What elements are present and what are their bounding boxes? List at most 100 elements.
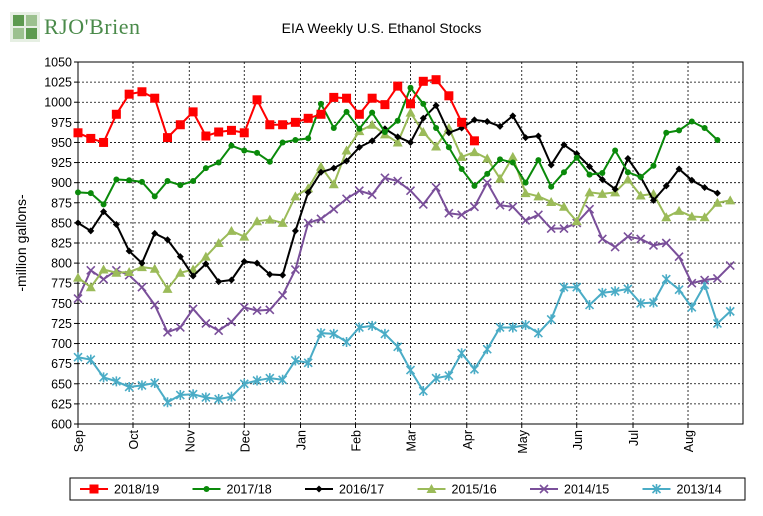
data-point-2015-16 xyxy=(507,151,518,161)
data-point-2013-14 xyxy=(674,284,684,295)
data-point-2017-18 xyxy=(497,156,504,163)
series-line-2014-15 xyxy=(77,176,731,334)
data-point-2013-14 xyxy=(521,320,531,331)
data-point-2017-18 xyxy=(75,189,81,196)
legend-marker xyxy=(203,486,210,492)
data-point-2016-17 xyxy=(304,188,312,196)
data-point-2014-15 xyxy=(444,208,454,218)
data-point-2016-17 xyxy=(701,183,709,191)
data-point-2014-15 xyxy=(150,300,160,310)
data-point-2018-19 xyxy=(418,76,428,86)
data-point-2014-15 xyxy=(725,260,735,271)
data-point-2018-19 xyxy=(163,133,173,143)
data-point-2013-14 xyxy=(712,318,722,329)
data-point-2015-16 xyxy=(418,126,429,136)
data-point-2017-18 xyxy=(509,159,516,166)
data-point-2014-15 xyxy=(712,273,722,283)
legend-marker xyxy=(539,484,549,494)
data-point-2013-14 xyxy=(303,357,313,368)
data-point-2013-14 xyxy=(99,372,109,383)
data-point-2018-19 xyxy=(380,100,390,110)
data-point-2018-19 xyxy=(239,128,249,138)
data-point-2013-14 xyxy=(725,306,735,317)
data-point-2018-19 xyxy=(329,92,339,102)
data-point-2017-18 xyxy=(356,125,363,132)
data-point-2018-19 xyxy=(457,117,467,127)
y-tick-label: 950 xyxy=(51,136,72,150)
data-point-2013-14 xyxy=(508,322,518,333)
data-point-2014-15 xyxy=(278,290,288,300)
data-point-2017-18 xyxy=(266,158,273,165)
data-point-2013-14 xyxy=(418,386,428,397)
data-point-2016-17 xyxy=(240,258,248,266)
data-point-2015-16 xyxy=(111,267,122,277)
data-point-2015-16 xyxy=(367,119,378,129)
data-point-2015-16 xyxy=(597,188,608,198)
data-point-2017-18 xyxy=(305,135,312,142)
data-point-2016-17 xyxy=(509,112,517,120)
data-point-2013-14 xyxy=(329,328,339,339)
data-point-2016-17 xyxy=(317,168,325,176)
data-point-2017-18 xyxy=(369,109,376,116)
data-point-2013-14 xyxy=(73,352,83,363)
data-point-2014-15 xyxy=(700,275,710,285)
logo-mark-icon xyxy=(10,12,40,42)
data-point-2013-14 xyxy=(175,390,185,401)
x-tick-label: Aug xyxy=(682,430,696,452)
x-tick-label: Nov xyxy=(183,429,197,452)
data-point-2016-17 xyxy=(112,220,120,228)
data-point-2015-16 xyxy=(533,191,544,201)
x-tick-label: Jan xyxy=(295,430,309,450)
data-point-2013-14 xyxy=(444,370,454,381)
data-point-2013-14 xyxy=(559,282,569,293)
data-point-2014-15 xyxy=(329,204,339,214)
y-tick-label: 600 xyxy=(51,418,72,432)
data-point-2013-14 xyxy=(405,365,416,376)
data-point-2013-14 xyxy=(661,274,671,285)
x-tick-label: Feb xyxy=(350,430,364,452)
data-point-2014-15 xyxy=(303,218,313,228)
data-point-2014-15 xyxy=(316,214,326,224)
data-point-2016-17 xyxy=(598,175,606,183)
data-point-2014-15 xyxy=(99,274,109,284)
data-point-2014-15 xyxy=(201,318,211,329)
data-point-2015-16 xyxy=(674,205,685,215)
data-point-2018-19 xyxy=(444,91,454,101)
data-point-2014-15 xyxy=(674,252,684,262)
data-point-2017-18 xyxy=(343,108,350,115)
data-point-2013-14 xyxy=(316,328,326,339)
rjobrien-logo: RJO'Brien xyxy=(10,10,150,46)
data-point-2014-15 xyxy=(584,204,595,214)
data-point-2014-15 xyxy=(597,234,607,244)
data-point-2015-16 xyxy=(98,264,109,274)
series-line-2015-16 xyxy=(77,110,731,291)
data-point-2015-16 xyxy=(686,211,697,221)
data-point-2017-18 xyxy=(522,179,529,186)
x-tick-label: Jul xyxy=(627,430,641,446)
data-point-2013-14 xyxy=(597,287,607,298)
data-point-2018-19 xyxy=(393,81,403,91)
data-point-2014-15 xyxy=(533,210,543,220)
y-tick-label: 800 xyxy=(51,257,72,271)
data-point-2017-18 xyxy=(714,137,721,144)
data-point-2017-18 xyxy=(612,147,619,154)
data-point-2017-18 xyxy=(433,124,440,131)
data-point-2013-14 xyxy=(150,377,160,388)
y-tick-label: 1025 xyxy=(44,76,72,90)
data-point-2015-16 xyxy=(226,225,237,235)
data-point-2014-15 xyxy=(137,282,147,292)
data-point-2016-17 xyxy=(202,260,210,268)
data-point-2015-16 xyxy=(200,251,211,261)
data-point-2015-16 xyxy=(725,195,736,205)
data-point-2018-19 xyxy=(226,125,236,135)
data-point-2015-16 xyxy=(456,151,467,161)
data-point-2016-17 xyxy=(713,189,721,197)
data-point-2015-16 xyxy=(85,282,96,292)
data-point-2015-16 xyxy=(661,212,672,222)
data-point-2017-18 xyxy=(87,190,94,197)
data-point-2018-19 xyxy=(111,109,121,119)
data-point-2018-19 xyxy=(86,133,96,143)
data-point-2016-17 xyxy=(662,182,670,190)
legend-marker xyxy=(315,485,323,493)
data-point-2013-14 xyxy=(162,397,173,408)
